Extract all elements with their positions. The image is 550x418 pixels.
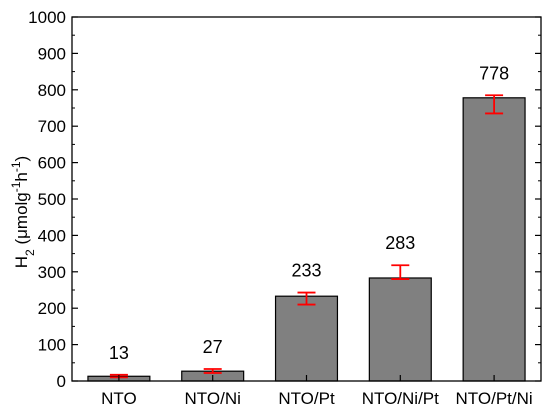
bar-4 bbox=[368, 277, 432, 382]
data-label-4: 283 bbox=[385, 233, 415, 253]
y-axis-title-close: ) bbox=[12, 156, 31, 162]
data-label-2: 27 bbox=[203, 337, 223, 357]
data-label-3: 233 bbox=[291, 261, 321, 281]
x-tick-label-5: NTO/Pt/Ni bbox=[456, 389, 533, 408]
y-axis-title-text: H2 (μmolg-1h-1) bbox=[9, 156, 37, 268]
data-label-5: 778 bbox=[479, 63, 509, 83]
y-axis-title-unit-open: (μmolg bbox=[12, 192, 31, 249]
y-axis-title: H2 (μmolg-1h-1) bbox=[9, 156, 37, 268]
y-axis-title-main: H bbox=[12, 256, 31, 268]
y-tick-label-200: 200 bbox=[38, 299, 66, 318]
y-tick-label-800: 800 bbox=[38, 81, 66, 100]
y-axis-title-sup2: -1 bbox=[9, 161, 23, 172]
y-tick-label-100: 100 bbox=[38, 336, 66, 355]
y-tick-label-700: 700 bbox=[38, 117, 66, 136]
y-tick-label-600: 600 bbox=[38, 154, 66, 173]
x-tick-label-2: NTO/Ni bbox=[185, 389, 241, 408]
y-axis-title-mid: h bbox=[12, 172, 31, 181]
y-axis-title-sub: 2 bbox=[23, 249, 37, 256]
bar-3 bbox=[274, 295, 339, 382]
bar-5 bbox=[462, 97, 526, 382]
y-tick-label-400: 400 bbox=[38, 226, 66, 245]
y-tick-label-500: 500 bbox=[38, 190, 66, 209]
x-tick-label-1: NTO bbox=[101, 389, 137, 408]
y-tick-label-300: 300 bbox=[38, 263, 66, 282]
y-tick-label-0: 0 bbox=[57, 372, 66, 391]
y-tick-label-1000: 1000 bbox=[28, 8, 66, 27]
y-axis-title-sup1: -1 bbox=[9, 181, 23, 192]
x-tick-label-4: NTO/Ni/Pt bbox=[362, 389, 439, 408]
x-tick-label-3: NTO/Pt bbox=[278, 389, 335, 408]
y-tick-label-900: 900 bbox=[38, 44, 66, 63]
data-label-1: 13 bbox=[109, 343, 129, 363]
plot-layer: 13 27 233 283 778 0 100 200 300 400 500 600 700 800 90… bbox=[28, 8, 542, 408]
